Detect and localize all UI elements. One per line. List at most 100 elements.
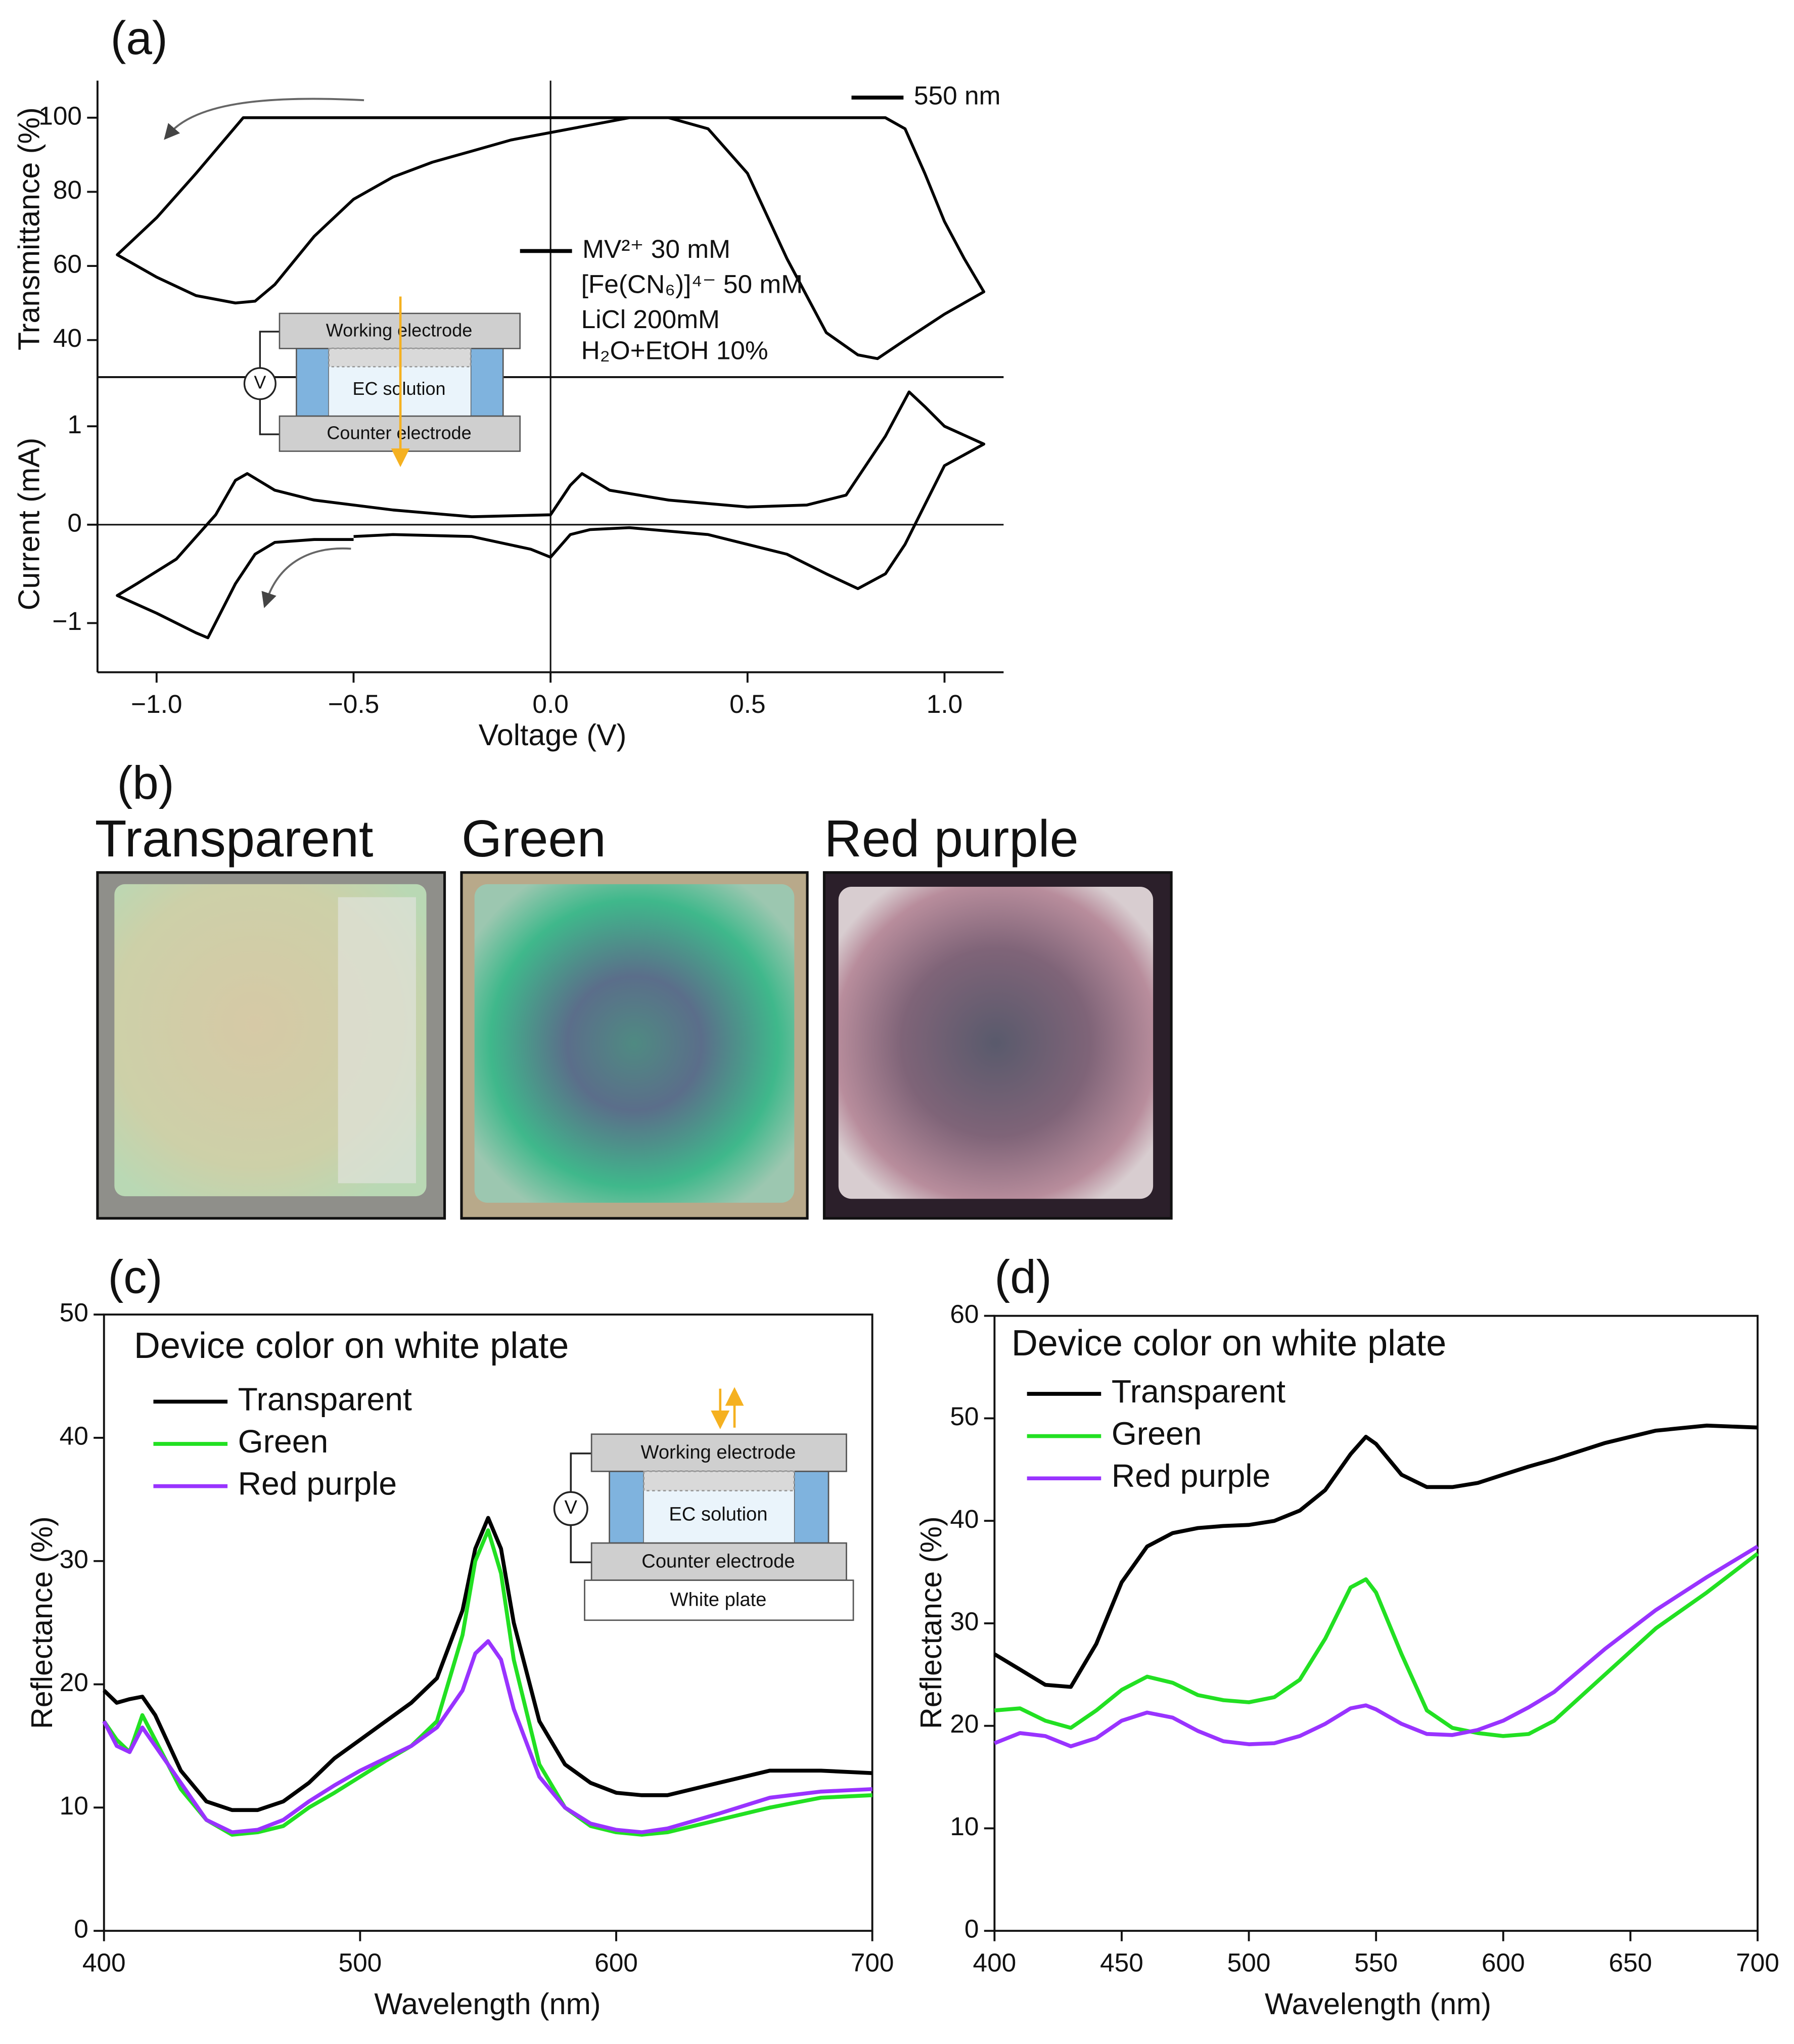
x-tick-label: 500 bbox=[1227, 1948, 1271, 1977]
spacer bbox=[609, 1470, 645, 1544]
voltmeter bbox=[243, 367, 277, 400]
photo-title: Red purple bbox=[824, 809, 1078, 868]
legend-label: Green bbox=[238, 1423, 329, 1460]
data-line bbox=[993, 1545, 1759, 1749]
y-tick-label: 40 bbox=[60, 1421, 88, 1450]
panel-label: (a) bbox=[111, 12, 168, 64]
y-tick-label: 60 bbox=[53, 249, 82, 279]
inset-label: V bbox=[254, 372, 266, 392]
annotation: H₂O+EtOH 10% bbox=[581, 336, 768, 365]
chart-title: Device color on white plate bbox=[134, 1326, 569, 1366]
y-tick-label: 20 bbox=[950, 1709, 979, 1738]
photos bbox=[96, 871, 1173, 1220]
x-tick-label: −1.0 bbox=[131, 689, 182, 718]
legend-label: Red purple bbox=[1112, 1458, 1270, 1494]
legend-label: Transparent bbox=[238, 1381, 412, 1417]
x-tick-label: 700 bbox=[1736, 1948, 1779, 1977]
sweep-arrow bbox=[261, 547, 351, 608]
plot-frame bbox=[103, 1313, 873, 1932]
y-tick-label: 10 bbox=[950, 1811, 979, 1841]
data-line bbox=[994, 1552, 1759, 1738]
photo-title: Transparent bbox=[95, 809, 374, 868]
x-tick-label: 700 bbox=[851, 1948, 894, 1977]
electrode bbox=[590, 1433, 847, 1472]
device-inset: Working electrode EC solution Counter elec… bbox=[243, 312, 521, 452]
y-tick-label: 0 bbox=[74, 1914, 88, 1943]
data-line bbox=[116, 116, 986, 360]
voltmeter bbox=[553, 1491, 588, 1526]
legend-label: Red purple bbox=[238, 1466, 397, 1502]
inset-label: EC solution bbox=[669, 1504, 767, 1525]
spacer bbox=[793, 1470, 830, 1544]
inset-label: Counter electrode bbox=[641, 1550, 795, 1572]
inset-label: V bbox=[565, 1496, 578, 1518]
x-tick-label: 500 bbox=[338, 1948, 382, 1977]
legend-label: Green bbox=[1112, 1416, 1202, 1452]
x-tick-label: 600 bbox=[1482, 1948, 1525, 1977]
legend-label: Transparent bbox=[1112, 1373, 1285, 1410]
spacer bbox=[296, 348, 330, 417]
x-tick-label: 650 bbox=[1608, 1948, 1652, 1977]
x-tick-label: 550 bbox=[1354, 1948, 1398, 1977]
panel-label: (c) bbox=[108, 1251, 162, 1303]
legend-label: 550 nm bbox=[914, 81, 1001, 110]
x-axis-label: Wavelength (nm) bbox=[374, 1987, 601, 2021]
y-tick-label: 20 bbox=[60, 1667, 88, 1697]
y-tick-label: 30 bbox=[950, 1607, 979, 1636]
photo-title: Green bbox=[462, 809, 606, 868]
white-plate bbox=[584, 1579, 854, 1621]
y-tick-label: 100 bbox=[38, 101, 82, 130]
y-tick-label: 50 bbox=[60, 1298, 88, 1327]
data-line bbox=[102, 1528, 872, 1837]
x-tick-label: 400 bbox=[973, 1948, 1016, 1977]
inset-label: Working electrode bbox=[641, 1441, 796, 1463]
wire bbox=[570, 1452, 592, 1564]
y-tick-label: 0 bbox=[964, 1914, 979, 1943]
x-axis-label: Wavelength (nm) bbox=[1265, 1987, 1491, 2021]
y-tick-label: 80 bbox=[53, 175, 82, 204]
chart-title: Device color on white plate bbox=[1011, 1323, 1446, 1364]
sweep-arrow bbox=[164, 98, 364, 140]
inset-label: EC solution bbox=[352, 378, 445, 399]
x-tick-label: 0.5 bbox=[729, 689, 765, 718]
y-tick-label: 0 bbox=[67, 508, 82, 537]
inset-label: Working electrode bbox=[326, 320, 472, 340]
wire bbox=[259, 331, 280, 435]
y-tick-label: 40 bbox=[950, 1504, 979, 1533]
x-axis-label: Voltage (V) bbox=[479, 718, 627, 752]
y-axis-label: Current (mA) bbox=[12, 438, 45, 611]
y-tick-label: 40 bbox=[53, 323, 82, 352]
data-line bbox=[102, 1639, 872, 1835]
spacer bbox=[470, 348, 504, 417]
inset-label: White plate bbox=[670, 1589, 766, 1611]
x-tick-label: −0.5 bbox=[328, 689, 380, 718]
y-tick-label: −1 bbox=[52, 606, 82, 635]
y-axis-label: Reflectance (%) bbox=[25, 1516, 59, 1729]
panel-label: (d) bbox=[994, 1251, 1051, 1303]
annotation: [Fe(CN₆)]⁴⁻ 50 mM bbox=[581, 269, 803, 298]
data-line bbox=[103, 1516, 872, 1812]
x-tick-label: 450 bbox=[1100, 1948, 1143, 1977]
y-tick-label: 60 bbox=[950, 1299, 979, 1328]
data-line bbox=[993, 1423, 1758, 1689]
x-tick-label: 600 bbox=[594, 1948, 638, 1977]
x-tick-label: 400 bbox=[82, 1948, 126, 1977]
data-line bbox=[116, 390, 986, 640]
y-tick-label: 10 bbox=[60, 1791, 88, 1820]
y-tick-label: 1 bbox=[67, 410, 82, 439]
y-tick-label: 50 bbox=[950, 1401, 979, 1431]
panel-label: (b) bbox=[117, 756, 174, 809]
plot-frame bbox=[993, 1314, 1759, 1932]
x-tick-label: 0.0 bbox=[532, 689, 568, 718]
x-tick-label: 1.0 bbox=[927, 689, 962, 718]
y-axis-label: Transmittance (%) bbox=[12, 107, 45, 350]
annotation: LiCl 200mM bbox=[581, 304, 720, 334]
inset-label: Counter electrode bbox=[327, 423, 471, 443]
legend-label: MV²⁺ 30 mM bbox=[582, 234, 730, 263]
device-inset: Working electrode EC solution Counter elec… bbox=[553, 1433, 854, 1621]
y-tick-label: 30 bbox=[60, 1544, 88, 1573]
film bbox=[643, 1470, 795, 1491]
y-axis-label: Reflectance (%) bbox=[914, 1516, 948, 1729]
